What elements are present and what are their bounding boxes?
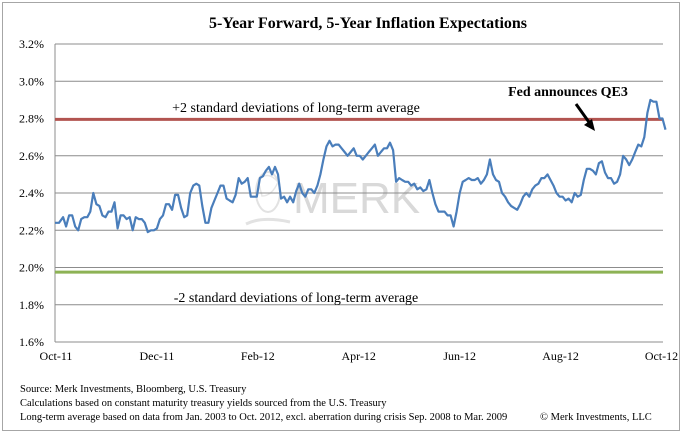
reference-lines xyxy=(55,117,663,274)
watermark-text: MERK xyxy=(293,174,420,223)
x-tick-label: Apr-12 xyxy=(342,349,376,363)
x-tick-label: Dec-11 xyxy=(139,349,174,363)
qe3-annotation-label: Fed announces QE3 xyxy=(508,85,628,100)
x-tick-label: Oct-12 xyxy=(645,349,678,363)
x-tick-label: Feb-12 xyxy=(241,349,275,363)
y-tick-label: 2.0% xyxy=(19,261,44,275)
x-tick-label: Aug-12 xyxy=(542,349,579,363)
x-tick-label: Oct-11 xyxy=(40,349,73,363)
y-tick-label: 1.6% xyxy=(19,335,44,349)
y-tick-label: 2.8% xyxy=(19,112,44,126)
footer-source: Source: Merk Investments, Bloomberg, U.S… xyxy=(20,384,247,395)
footer-avg-note: Long-term average based on data from Jan… xyxy=(20,412,508,423)
merk-watermark: MERK xyxy=(245,171,420,226)
x-axis-ticks: Oct-11 Dec-11 Feb-12 Apr-12 Jun-12 Aug-12 Oct-… xyxy=(40,349,679,363)
chart-title: 5-Year Forward, 5-Year Inflation Expecta… xyxy=(209,15,527,32)
y-tick-label: 3.0% xyxy=(19,74,44,88)
qe3-arrow-icon xyxy=(574,103,595,131)
chart-frame xyxy=(2,2,680,431)
series-group xyxy=(55,98,667,234)
y-tick-label: 2.4% xyxy=(19,186,44,200)
lower-band-label: -2 standard deviations of long-term aver… xyxy=(174,291,419,306)
y-tick-label: 3.2% xyxy=(19,37,44,51)
y-axis-ticks: 1.6% 1.8% 2.0% 2.2% 2.4% 2.6% 2.8% 3.0% 3.2% xyxy=(19,37,44,349)
y-tick-label: 2.2% xyxy=(19,223,44,237)
x-tick-label: Jun-12 xyxy=(443,349,476,363)
upper-band-label: +2 standard deviations of long-term aver… xyxy=(172,101,420,116)
footer-copyright: © Merk Investments, LLC xyxy=(540,412,652,423)
y-tick-label: 1.8% xyxy=(19,298,44,312)
y-tick-label: 2.6% xyxy=(19,149,44,163)
footer-calc-note: Calculations based on constant maturity … xyxy=(20,398,387,409)
series-line xyxy=(55,98,667,234)
